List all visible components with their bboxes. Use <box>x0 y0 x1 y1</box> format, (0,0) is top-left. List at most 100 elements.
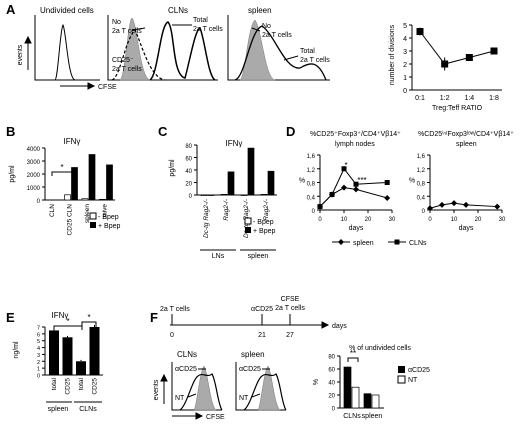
d-left-point-clns <box>317 204 323 210</box>
f-bar-legend-swatch-2 <box>397 375 406 384</box>
d-left-ytick-label: 0 <box>312 209 316 215</box>
b-ytick-label: 0 <box>37 199 41 205</box>
b-bar <box>88 154 96 201</box>
panel-letter-a: A <box>6 2 16 17</box>
a-line-point <box>465 54 473 61</box>
d-right-point-spleen <box>494 203 501 210</box>
b-bar <box>64 194 71 201</box>
hist2-label-total: Total <box>193 17 208 24</box>
e-xtick-label: total <box>51 377 58 390</box>
f-bar-legend-1: αCD25 <box>408 367 430 374</box>
a-line-ylabel: number of divisions <box>389 24 396 85</box>
b-ytick-label: 4000 <box>27 147 41 153</box>
hist2-axes <box>107 15 218 81</box>
e-bar <box>49 330 59 375</box>
f-bar-xtick-label: CLNs <box>343 413 361 420</box>
a-line-xtick-label: 0:1 <box>415 95 425 102</box>
hist1-xlabel: CFSE <box>98 84 117 91</box>
hist1-ylabel: events <box>17 44 24 65</box>
b-xtick-label: CD25 CLN <box>67 204 74 236</box>
f-bar-bar <box>343 366 352 409</box>
hist3-label-no2: 2a T cells <box>262 32 292 39</box>
a-line-series <box>419 31 495 65</box>
f-bar-legend-swatch-1 <box>398 366 405 373</box>
f-timeline-tick-label: 27 <box>286 332 294 339</box>
d-left-xtick-label: 10 <box>341 217 348 223</box>
a-line-point <box>441 60 449 68</box>
f-hist-clns-line <box>179 373 223 411</box>
hist1-axes <box>34 15 100 81</box>
c-ytick-label: 20 <box>185 182 192 188</box>
b-legend-swatch-minus <box>89 212 97 220</box>
a-line-point <box>416 28 424 35</box>
d-left-ytick-label: 0,8 <box>307 182 316 188</box>
hist3-axes <box>227 15 330 81</box>
c-xtick-label: Dc-tg Rag2-/- <box>203 198 210 238</box>
d-title-left: %CD25⁺Foxp3⁺/CD4⁺Vβ14⁺ <box>310 131 401 138</box>
d-right-xtick-label: 30 <box>499 217 506 223</box>
c-group1: LNs <box>212 253 225 260</box>
d-left-xtick-label: 0 <box>318 217 322 223</box>
f-hist-clns-gray-fill <box>193 365 217 411</box>
hist2-total-line <box>149 21 216 81</box>
a-line-ytick-label: 5 <box>403 23 407 30</box>
d-right-ytick-label: 1,2 <box>417 168 426 174</box>
d-left-point-spleen <box>341 184 347 191</box>
d-left-ylabel: % <box>299 178 305 185</box>
d-left-xtick-label: 30 <box>389 217 396 223</box>
d-right-xlabel: days <box>459 225 474 232</box>
e-xtick-label: CD25 <box>92 378 99 395</box>
b-bar <box>106 164 113 201</box>
f-hist-y-arrowhead <box>160 373 168 382</box>
e-sig-2: * <box>87 313 90 322</box>
e-ytick-label: 5 <box>37 339 40 345</box>
f-hist-spleen-arrow-2 <box>251 393 261 398</box>
b-xtick-label: spleen <box>84 204 91 224</box>
f-hist-xlabel: CFSE <box>206 414 225 421</box>
b-legend-plus: + Bpep <box>98 223 120 230</box>
b-xtick-label: naive <box>102 204 109 220</box>
b-bar <box>71 167 78 201</box>
hist3-no-arrow <box>251 27 261 32</box>
d-legend-swatch-clns <box>394 239 400 245</box>
f-bar-bar <box>363 393 372 409</box>
f-timeline-axis-label: days <box>332 323 347 330</box>
c-ylabel: pg/ml <box>169 159 176 177</box>
b-title: IFNγ <box>64 137 81 146</box>
d-left-point-spleen <box>384 194 391 201</box>
c-bar <box>240 194 248 196</box>
d-left-point-clns <box>341 166 347 172</box>
e-xtick-label: total <box>78 377 85 390</box>
e-title: IFNγ <box>52 311 69 320</box>
hist2-label-cd25: CD25⁻ <box>112 57 134 64</box>
d-right-point-spleen <box>451 200 457 207</box>
panel-letter-d: D <box>286 124 295 139</box>
f-hist-clns-arrow-2 <box>187 393 197 398</box>
f-timeline-t0-label: 2a T cells <box>160 306 190 313</box>
f-timeline-t27-label2: 2a T cells <box>275 305 305 312</box>
hist2-label-no2: 2a T cells <box>112 28 142 35</box>
a-line-ytick-label: 4 <box>403 36 407 43</box>
e-bar <box>89 327 100 375</box>
e-sig-bracket-2 <box>81 321 97 330</box>
f-bar-legend-2: NT <box>408 377 418 384</box>
f-bar-xtick-label: spleen <box>362 413 383 420</box>
a-line-ytick-label: 1 <box>403 75 407 82</box>
d-sig2: *** <box>357 176 366 185</box>
c-title: IFNγ <box>226 139 243 148</box>
f-hist-spleen-title: spleen <box>241 350 265 359</box>
d-sub-left: lymph nodes <box>335 141 375 148</box>
e-ytick-label: 6 <box>37 332 40 338</box>
panel-letter-f: F <box>150 310 158 325</box>
d-legend-clns: CLNs <box>409 240 427 247</box>
hist3-total-arrow <box>283 55 299 61</box>
f-bar-title: % of undivided cells <box>349 345 411 352</box>
d-right-xtick-label: 0 <box>428 217 432 223</box>
hist2-label-cd25b: 2a T cells <box>112 66 142 73</box>
b-bar <box>81 198 89 201</box>
c-ytick-label: 80 <box>185 144 192 150</box>
c-bar <box>227 171 235 196</box>
f-bar-bar <box>351 386 360 409</box>
hist2-label-total2: 2a T cells <box>193 26 223 33</box>
